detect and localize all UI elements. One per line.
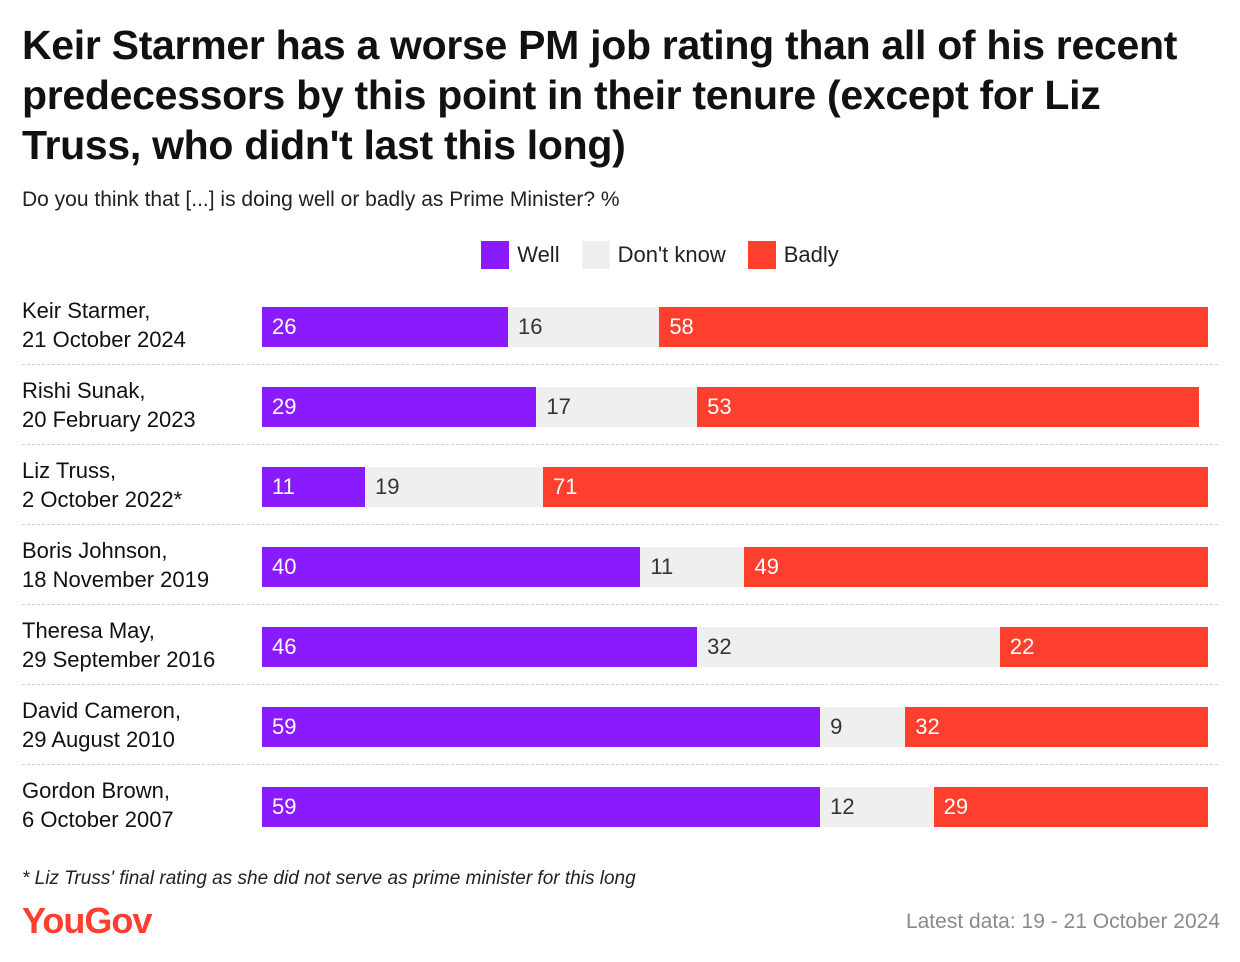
- legend-label-dont-know: Don't know: [617, 242, 726, 267]
- bar-segment-dont-know: 17: [536, 387, 698, 427]
- bar-segment-well: 11: [262, 467, 366, 507]
- legend-item-well: Well: [481, 241, 560, 269]
- bar-segment-well: 29: [262, 387, 537, 427]
- category-label: Theresa May, 29 September 2016: [22, 616, 258, 674]
- bar-row: Rishi Sunak, 20 February 2023 29 17 53: [0, 370, 1240, 450]
- legend-label-badly: Badly: [783, 242, 839, 267]
- bar-segment-well: 59: [262, 787, 821, 827]
- yougov-logo: YouGov: [22, 900, 152, 941]
- category-label: Keir Starmer, 21 October 2024: [22, 296, 258, 354]
- bar-track: 29 17 53: [262, 387, 1208, 427]
- category-date: 20 February 2023: [22, 407, 196, 432]
- bar-row: Liz Truss, 2 October 2022* 11 19 71: [0, 450, 1240, 530]
- category-label: Gordon Brown, 6 October 2007: [22, 776, 258, 834]
- bar-segment-dont-know: 19: [365, 467, 543, 507]
- bar-track: 59 12 29: [262, 787, 1208, 827]
- bar-segment-badly: 32: [905, 707, 1208, 747]
- bar-track: 40 11 49: [262, 547, 1208, 587]
- bar-segment-dont-know: 16: [507, 307, 660, 347]
- category-date: 6 October 2007: [22, 807, 174, 832]
- row-divider: [22, 684, 1218, 685]
- chart-subtitle: Do you think that [...] is doing well or…: [22, 188, 620, 211]
- bar-segment-badly: 71: [542, 467, 1208, 507]
- category-date: 2 October 2022*: [22, 487, 183, 512]
- row-divider: [22, 364, 1218, 365]
- bar-segment-dont-know: 11: [640, 547, 745, 587]
- category-date: 29 August 2010: [22, 727, 175, 752]
- bar-segment-badly: 58: [659, 307, 1208, 347]
- bar-track: 26 16 58: [262, 307, 1208, 347]
- stacked-bar-chart: Keir Starmer, 21 October 2024 26 16 58 Rishi …: [0, 290, 1240, 840]
- legend-label-well: Well: [517, 242, 560, 267]
- category-date: 21 October 2024: [22, 327, 186, 352]
- bar-track: 11 19 71: [262, 467, 1208, 507]
- category-name: Liz Truss,: [22, 458, 117, 483]
- category-name: Gordon Brown,: [22, 778, 170, 803]
- legend-swatch-badly: [747, 241, 776, 269]
- bar-row: Keir Starmer, 21 October 2024 26 16 58: [0, 290, 1240, 370]
- bar-segment-badly: 29: [933, 787, 1208, 827]
- bar-row: Boris Johnson, 18 November 2019 40 11 49: [0, 530, 1240, 610]
- category-date: 18 November 2019: [22, 567, 210, 592]
- bar-row: Theresa May, 29 September 2016 46 32 22: [0, 610, 1240, 690]
- legend-item-badly: Badly: [747, 241, 839, 269]
- row-divider: [22, 444, 1218, 445]
- chart-title: Keir Starmer has a worse PM job rating t…: [22, 22, 1178, 168]
- bar-segment-badly: 22: [999, 627, 1208, 667]
- row-divider: [22, 764, 1218, 765]
- category-name: Boris Johnson,: [22, 538, 168, 563]
- bar-segment-well: 46: [262, 627, 698, 667]
- category-name: David Cameron,: [22, 698, 181, 723]
- bar-row: Gordon Brown, 6 October 2007 59 12 29: [0, 770, 1240, 850]
- category-label: Boris Johnson, 18 November 2019: [22, 536, 258, 594]
- legend-swatch-dont-know: [581, 241, 610, 269]
- category-date: 29 September 2016: [22, 647, 216, 672]
- bar-segment-well: 40: [262, 547, 641, 587]
- bar-segment-badly: 49: [744, 547, 1208, 587]
- bar-segment-well: 26: [262, 307, 508, 347]
- category-label: David Cameron, 29 August 2010: [22, 696, 258, 754]
- bar-track: 59 9 32: [262, 707, 1208, 747]
- bar-track: 46 32 22: [262, 627, 1208, 667]
- bar-segment-dont-know: 32: [697, 627, 1000, 667]
- category-label: Liz Truss, 2 October 2022*: [22, 456, 258, 514]
- category-name: Theresa May,: [22, 618, 155, 643]
- legend: Well Don't know Badly: [0, 238, 1240, 272]
- footnote: * Liz Truss' final rating as she did not…: [22, 868, 636, 889]
- legend-swatch-well: [481, 241, 510, 269]
- row-divider: [22, 604, 1218, 605]
- category-name: Keir Starmer,: [22, 298, 151, 323]
- bar-segment-well: 59: [262, 707, 821, 747]
- bar-segment-badly: 53: [697, 387, 1199, 427]
- latest-data-note: Latest data: 19 - 21 October 2024: [905, 910, 1220, 933]
- bar-segment-dont-know: 12: [820, 787, 934, 827]
- legend-item-dont-know: Don't know: [581, 241, 726, 269]
- bar-row: David Cameron, 29 August 2010 59 9 32: [0, 690, 1240, 770]
- category-label: Rishi Sunak, 20 February 2023: [22, 376, 258, 434]
- category-name: Rishi Sunak,: [22, 378, 146, 403]
- row-divider: [22, 524, 1218, 525]
- bar-segment-dont-know: 9: [820, 707, 906, 747]
